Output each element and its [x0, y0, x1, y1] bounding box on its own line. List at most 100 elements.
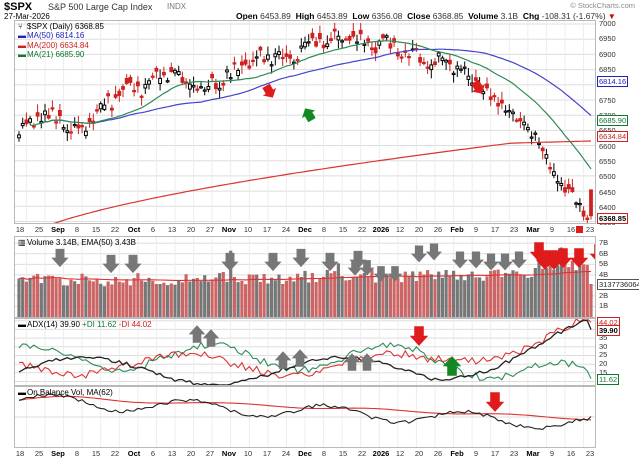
symbol-description: S&P 500 Large Cap Index	[48, 2, 153, 12]
volume-plot	[15, 237, 595, 317]
x-axis-tick-label: 24	[281, 225, 291, 234]
x-axis-tick-label: 9	[549, 225, 555, 234]
line-swatch-icon: ▬	[18, 40, 26, 50]
x-axis-tick-label: Oct	[127, 225, 141, 234]
volume-legend: ▥Volume 3.14B, EMA(50) 3.43B	[18, 238, 136, 247]
x-axis-tick-label: Feb	[450, 449, 464, 458]
obv-panel: ▬On Balance Vol, MA(62)	[14, 386, 596, 448]
price-value-tag: 6368.85	[597, 212, 629, 224]
legend-row-price: ⑂ $SPX (Daily) 6368.85	[18, 22, 104, 31]
x-axis-tick-label: 27	[205, 225, 215, 234]
line-swatch-icon: ▬	[18, 31, 26, 41]
x-axis-tick-label: 23	[509, 225, 519, 234]
x-axis-tick-label: 17	[490, 225, 500, 234]
candle-icon: ⑂	[18, 22, 23, 31]
adx-tick-label: 20	[599, 359, 608, 369]
x-axis-tick-label: 8	[74, 225, 80, 234]
volume-axis-labels: 7B6B5B4B3B2B1B3137736064	[597, 236, 639, 318]
price-tick-label: 6900	[599, 49, 616, 59]
x-axis-tick-label: Sep	[51, 225, 65, 234]
x-axis-tick-label: 12	[395, 225, 405, 234]
chg-down-triangle-icon: ▼	[607, 12, 616, 21]
chg-label: Chg	[522, 11, 540, 21]
obv-plot	[15, 387, 595, 447]
x-axis-tick-label: 20	[414, 225, 424, 234]
x-axis-tick-label: 18	[15, 449, 25, 458]
x-axis-tick-label: 22	[110, 449, 120, 458]
obv-legend-text: On Balance Vol, MA(62)	[27, 388, 113, 397]
x-axis-tick-label: Oct	[127, 449, 141, 458]
price-tick-label: 6450	[599, 187, 616, 197]
symbol-exchange: INDX	[167, 2, 187, 11]
x-axis-tick-label: Dec	[298, 449, 312, 458]
x-axis-tick-label: 17	[490, 449, 500, 458]
adx-legend: ▬ADX(14) 39.90 +DI 11.62 -DI 44.02	[18, 320, 152, 329]
adx-legend-mdi: -DI 44.02	[118, 320, 152, 329]
x-axis-tick-label: 17	[262, 449, 272, 458]
adx-plot	[15, 319, 595, 385]
x-axis-tick-label: 8	[321, 225, 327, 234]
x-axis-tick-label: 26	[433, 449, 443, 458]
x-axis-tick-label: 15	[91, 225, 101, 234]
price-plot	[15, 21, 595, 223]
price-tick-label: 6650	[599, 126, 616, 135]
adx-tick-label: 25	[599, 350, 608, 360]
x-axis-tick-label: Mar	[526, 225, 540, 234]
adx-tick-label: 30	[599, 341, 608, 351]
x-axis-tick-label: 13	[167, 225, 177, 234]
legend-row-ma200: ▬MA(200) 6634.84	[18, 40, 89, 50]
ohlc-quote-bar: Open 6453.89 High 6453.89 Low 6356.08 Cl…	[236, 11, 616, 21]
x-axis-tick-label: Nov	[221, 449, 237, 458]
price-tick-label: 6850	[599, 65, 616, 75]
adx-tick-label: 35	[599, 333, 608, 343]
volume-tick-label: 6B	[599, 248, 609, 258]
chart-header: $SPX S&P 500 Large Cap Index INDX 27-Mar…	[0, 0, 639, 21]
volume-panel: ▥Volume 3.14B, EMA(50) 3.43B	[14, 236, 596, 318]
x-axis-tick-label: 12	[395, 449, 405, 458]
x-axis-tick-label: 20	[186, 449, 196, 458]
x-axis-top: 18 25 Sep 8 15 22 Oct 6 13 20 27 Nov 10 17 24 Dec 8 15 22 2…	[0, 225, 639, 237]
x-axis-tick-label: 20	[186, 225, 196, 234]
x-axis-tick-label: Feb	[450, 225, 464, 234]
x-axis-tick-label: 6	[150, 449, 156, 458]
price-tick-label: 6600	[599, 141, 616, 151]
x-axis-tick-label: 2026	[372, 225, 390, 234]
x-axis-tick-label: 8	[321, 449, 327, 458]
x-axis-tick-label: 22	[357, 225, 367, 234]
x-axis-tick-label: 16	[566, 225, 576, 234]
x-axis-tick-label: 8	[74, 449, 80, 458]
low-label: Low	[352, 11, 370, 21]
open-label: Open	[236, 11, 258, 21]
low-value: 6356.08	[371, 11, 403, 21]
line-swatch-icon: ▬	[18, 320, 26, 329]
x-axis-tick-label: 23	[509, 449, 519, 458]
x-axis-tick-label: Sep	[51, 449, 65, 458]
line-swatch-icon: ▬	[18, 388, 26, 397]
close-value: 6368.85	[432, 11, 464, 21]
chg-value: -108.31 (-1.67%)	[541, 11, 606, 21]
x-axis-tick-label: Mar	[526, 449, 540, 458]
volume-tick-label: 4B	[599, 269, 609, 279]
volume-label: Volume	[468, 11, 499, 21]
x-axis-bottom: 18 25 Sep 8 15 22 Oct 6 13 20 27 Nov 10 17 24 Dec 8 15 22 2…	[0, 449, 639, 461]
price-value-tag: 6634.84	[597, 131, 629, 143]
adx-value-tag: 39.90	[597, 324, 620, 336]
x-axis-tick-label: 25	[34, 225, 44, 234]
cursor-marker	[576, 226, 583, 233]
obv-legend: ▬On Balance Vol, MA(62)	[18, 388, 113, 397]
x-axis-tick-label: 6	[150, 225, 156, 234]
open-value: 6453.89	[260, 11, 291, 21]
volume-tick-label: 5B	[599, 259, 609, 269]
price-tick-label: 6550	[599, 157, 616, 167]
volume-tick-label: 1B	[599, 301, 609, 311]
x-axis-tick-label: 17	[262, 225, 272, 234]
adx-panel: ▬ADX(14) 39.90 +DI 11.62 -DI 44.02	[14, 318, 596, 386]
x-axis-tick-label: 18	[15, 225, 25, 234]
x-axis-tick-label: 13	[167, 449, 177, 458]
high-value: 6453.89	[316, 11, 348, 21]
x-axis-tick-label: 26	[433, 225, 443, 234]
volume-legend-text: Volume 3.14B, EMA(50) 3.43B	[27, 238, 136, 247]
x-axis-tick-label: 9	[549, 449, 555, 458]
